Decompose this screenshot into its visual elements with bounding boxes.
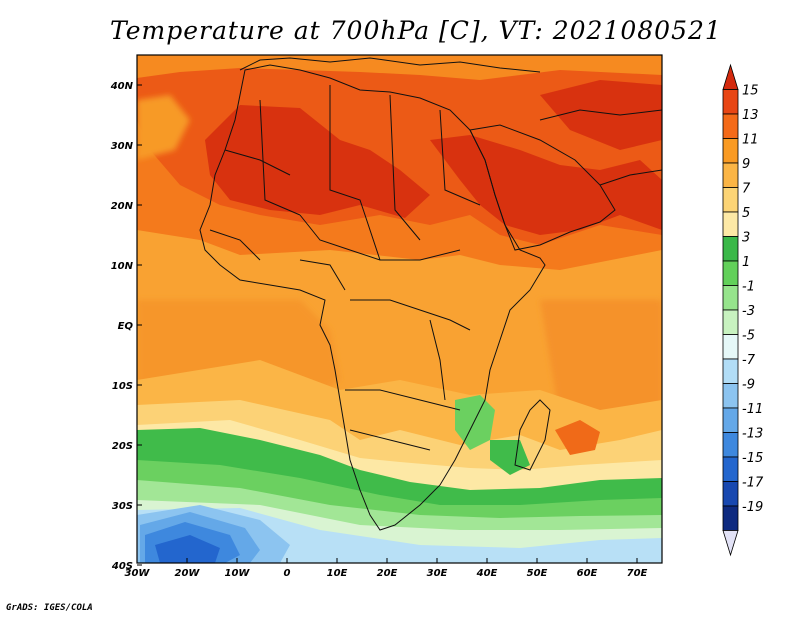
lat-tick-label: 20N xyxy=(111,201,134,212)
colorbar-swatch xyxy=(722,505,739,531)
colorbar-swatch xyxy=(722,285,739,311)
lon-tick-label: 60E xyxy=(577,568,598,579)
colorbar-swatch xyxy=(722,211,739,237)
coastlines xyxy=(199,57,662,531)
colorbar-swatch xyxy=(722,407,739,433)
colorbar-label: 1 xyxy=(742,255,750,270)
colorbar-label: -19 xyxy=(742,500,763,515)
colorbar-label: 11 xyxy=(742,133,759,148)
lat-tick-label: 40N xyxy=(110,81,134,92)
colorbar-swatch xyxy=(722,89,739,115)
colorbar-swatch xyxy=(722,162,739,188)
map-frame xyxy=(136,54,663,564)
lon-tick-label: 0 xyxy=(284,568,291,579)
colorbar-swatch xyxy=(722,113,739,139)
colorbar-top-arrow xyxy=(722,63,739,90)
colorbar: 15 13 11 9 7 5 3 1 -1 -3 -5 -7 -9 -11 -13 -15 -17 -19 xyxy=(722,63,764,557)
colorbar-swatch xyxy=(722,309,739,335)
latitude-axis: 40N 30N 20N 10N EQ 10S 20S 30S 40S xyxy=(110,81,142,572)
longitude-axis: 30W 20W 10W 0 10E 20E 30E 40E 50E 60E 70E xyxy=(125,558,648,579)
lon-tick-label: 10E xyxy=(327,568,348,579)
credit-text: GrADS: IGES/COLA xyxy=(6,603,93,613)
colorbar-label: -3 xyxy=(742,304,755,319)
lat-tick-label: 10N xyxy=(111,261,134,272)
colorbar-label: 7 xyxy=(742,182,751,197)
colorbar-label: 9 xyxy=(742,157,750,172)
colorbar-label: -5 xyxy=(742,329,755,344)
lon-tick-label: 30E xyxy=(427,568,448,579)
colorbar-label: -13 xyxy=(742,427,763,442)
colorbar-swatch xyxy=(722,358,739,384)
lon-tick-label: 20W xyxy=(175,568,201,579)
colorbar-label: -11 xyxy=(742,402,763,417)
colorbar-label: 5 xyxy=(742,206,750,221)
colorbar-swatch xyxy=(722,432,739,458)
lat-tick-label: 10S xyxy=(112,381,133,392)
colorbar-swatch xyxy=(722,138,739,164)
lon-tick-label: 20E xyxy=(377,568,398,579)
lon-tick-label: 40E xyxy=(476,568,498,579)
map-title: Temperature at 700hPa [C], VT: 202108052… xyxy=(110,16,722,45)
lon-tick-label: 10W xyxy=(225,568,251,579)
lon-tick-label: 30W xyxy=(125,568,151,579)
temperature-field xyxy=(137,55,662,563)
colorbar-swatch xyxy=(722,383,739,409)
colorbar-swatch xyxy=(722,481,739,507)
lat-tick-label: 20S xyxy=(112,441,133,452)
colorbar-swatch xyxy=(722,456,739,482)
colorbar-swatch xyxy=(722,236,739,262)
colorbar-label: -7 xyxy=(742,353,756,368)
colorbar-label: -9 xyxy=(742,378,755,393)
lat-tick-label: 30N xyxy=(111,141,134,152)
lat-tick-label: EQ xyxy=(118,321,134,332)
lat-tick-label: 40S xyxy=(111,561,133,572)
colorbar-bottom-arrow xyxy=(722,530,739,557)
colorbar-label: -1 xyxy=(742,280,755,295)
lat-tick-label: 30S xyxy=(112,501,133,512)
colorbar-swatch xyxy=(722,334,739,360)
colorbar-label: 3 xyxy=(742,231,750,246)
colorbar-label: 15 xyxy=(742,84,759,99)
lon-tick-label: 50E xyxy=(527,568,548,579)
colorbar-label: -17 xyxy=(742,476,764,491)
colorbar-label: -15 xyxy=(742,451,763,466)
colorbar-label: 13 xyxy=(742,108,759,123)
colorbar-swatch xyxy=(722,187,739,213)
colorbar-swatch xyxy=(722,260,739,286)
lon-tick-label: 70E xyxy=(627,568,648,579)
